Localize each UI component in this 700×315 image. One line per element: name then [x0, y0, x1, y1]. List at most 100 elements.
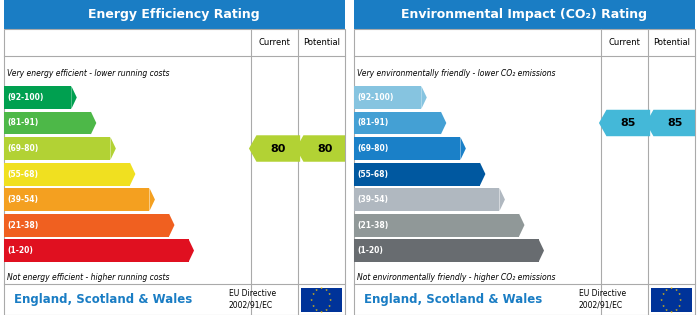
Text: 85: 85	[667, 118, 682, 128]
Text: ★: ★	[679, 298, 682, 302]
Text: Environmental Impact (CO₂) Rating: Environmental Impact (CO₂) Rating	[401, 8, 648, 21]
Text: ★: ★	[324, 288, 328, 291]
Polygon shape	[646, 110, 697, 136]
Text: 85: 85	[620, 118, 636, 128]
FancyBboxPatch shape	[4, 112, 91, 135]
Text: Not environmentally friendly - higher CO₂ emissions: Not environmentally friendly - higher CO…	[357, 273, 555, 282]
Text: ★: ★	[665, 288, 668, 291]
Text: 80: 80	[270, 144, 286, 153]
FancyBboxPatch shape	[4, 188, 150, 211]
FancyBboxPatch shape	[301, 288, 342, 312]
Text: B: B	[448, 117, 457, 129]
Text: Current: Current	[258, 38, 290, 47]
Text: (39-54): (39-54)	[358, 195, 388, 204]
Text: ★: ★	[674, 288, 678, 291]
Polygon shape	[441, 112, 447, 135]
Text: (92-100): (92-100)	[358, 93, 394, 102]
Text: England, Scotland & Wales: England, Scotland & Wales	[14, 293, 192, 306]
Text: A: A	[428, 91, 438, 104]
Text: ★: ★	[324, 308, 328, 312]
Polygon shape	[599, 110, 650, 136]
Polygon shape	[130, 163, 135, 186]
FancyBboxPatch shape	[4, 86, 71, 109]
Text: Energy Efficiency Rating: Energy Efficiency Rating	[88, 8, 260, 21]
FancyBboxPatch shape	[4, 239, 188, 262]
Text: Current: Current	[608, 38, 640, 47]
Polygon shape	[519, 214, 524, 237]
Text: G: G	[545, 244, 556, 257]
Text: C: C	[117, 142, 126, 155]
Text: ★: ★	[662, 292, 664, 296]
FancyBboxPatch shape	[354, 188, 500, 211]
FancyBboxPatch shape	[4, 137, 111, 160]
FancyBboxPatch shape	[4, 163, 130, 186]
Text: B: B	[98, 117, 107, 129]
Text: F: F	[526, 219, 534, 232]
Text: England, Scotland & Wales: England, Scotland & Wales	[364, 293, 542, 306]
Text: 80: 80	[317, 144, 332, 153]
Text: F: F	[176, 219, 184, 232]
FancyBboxPatch shape	[651, 288, 692, 312]
Polygon shape	[296, 135, 347, 162]
Polygon shape	[249, 135, 300, 162]
Text: ★: ★	[660, 298, 663, 302]
Text: Potential: Potential	[303, 38, 340, 47]
Text: ★: ★	[312, 292, 314, 296]
Text: ★: ★	[328, 292, 331, 296]
FancyBboxPatch shape	[354, 239, 538, 262]
Text: ★: ★	[674, 308, 678, 312]
Text: EU Directive
2002/91/EC: EU Directive 2002/91/EC	[579, 289, 626, 310]
Text: (69-80): (69-80)	[358, 144, 388, 153]
FancyBboxPatch shape	[4, 214, 169, 237]
FancyBboxPatch shape	[4, 29, 345, 315]
Polygon shape	[91, 112, 97, 135]
Text: ★: ★	[665, 308, 668, 312]
Text: ★: ★	[670, 286, 673, 290]
Text: EU Directive
2002/91/EC: EU Directive 2002/91/EC	[229, 289, 276, 310]
Text: ★: ★	[312, 304, 314, 308]
FancyBboxPatch shape	[354, 112, 441, 135]
FancyBboxPatch shape	[354, 214, 519, 237]
Polygon shape	[169, 214, 174, 237]
Polygon shape	[421, 86, 427, 109]
Text: (1-20): (1-20)	[358, 246, 384, 255]
Text: ★: ★	[329, 298, 332, 302]
Text: (81-91): (81-91)	[358, 118, 388, 128]
Text: (39-54): (39-54)	[8, 195, 38, 204]
Text: ★: ★	[662, 304, 664, 308]
Text: Very environmentally friendly - lower CO₂ emissions: Very environmentally friendly - lower CO…	[357, 69, 555, 78]
Text: Not energy efficient - higher running costs: Not energy efficient - higher running co…	[7, 273, 169, 282]
Polygon shape	[461, 137, 466, 160]
Polygon shape	[538, 239, 544, 262]
Text: E: E	[156, 193, 164, 206]
Text: (21-38): (21-38)	[358, 220, 388, 230]
Polygon shape	[500, 188, 505, 211]
Text: ★: ★	[328, 304, 331, 308]
Text: ★: ★	[320, 286, 323, 290]
Text: ★: ★	[315, 308, 318, 312]
FancyBboxPatch shape	[354, 137, 461, 160]
Text: C: C	[467, 142, 476, 155]
Text: (55-68): (55-68)	[358, 169, 388, 179]
FancyBboxPatch shape	[4, 0, 345, 29]
FancyBboxPatch shape	[354, 86, 421, 109]
Text: (92-100): (92-100)	[8, 93, 44, 102]
FancyBboxPatch shape	[354, 163, 480, 186]
Text: ★: ★	[678, 304, 681, 308]
Text: ★: ★	[315, 288, 318, 291]
Text: ★: ★	[678, 292, 681, 296]
Polygon shape	[71, 86, 77, 109]
Text: D: D	[136, 168, 147, 180]
Text: G: G	[195, 244, 206, 257]
Text: (81-91): (81-91)	[8, 118, 38, 128]
Text: (1-20): (1-20)	[8, 246, 34, 255]
Text: E: E	[506, 193, 514, 206]
Polygon shape	[188, 239, 194, 262]
Text: (21-38): (21-38)	[8, 220, 38, 230]
Text: ★: ★	[670, 310, 673, 314]
FancyBboxPatch shape	[354, 29, 695, 315]
Polygon shape	[480, 163, 485, 186]
Polygon shape	[150, 188, 155, 211]
Text: D: D	[486, 168, 497, 180]
FancyBboxPatch shape	[354, 0, 695, 29]
